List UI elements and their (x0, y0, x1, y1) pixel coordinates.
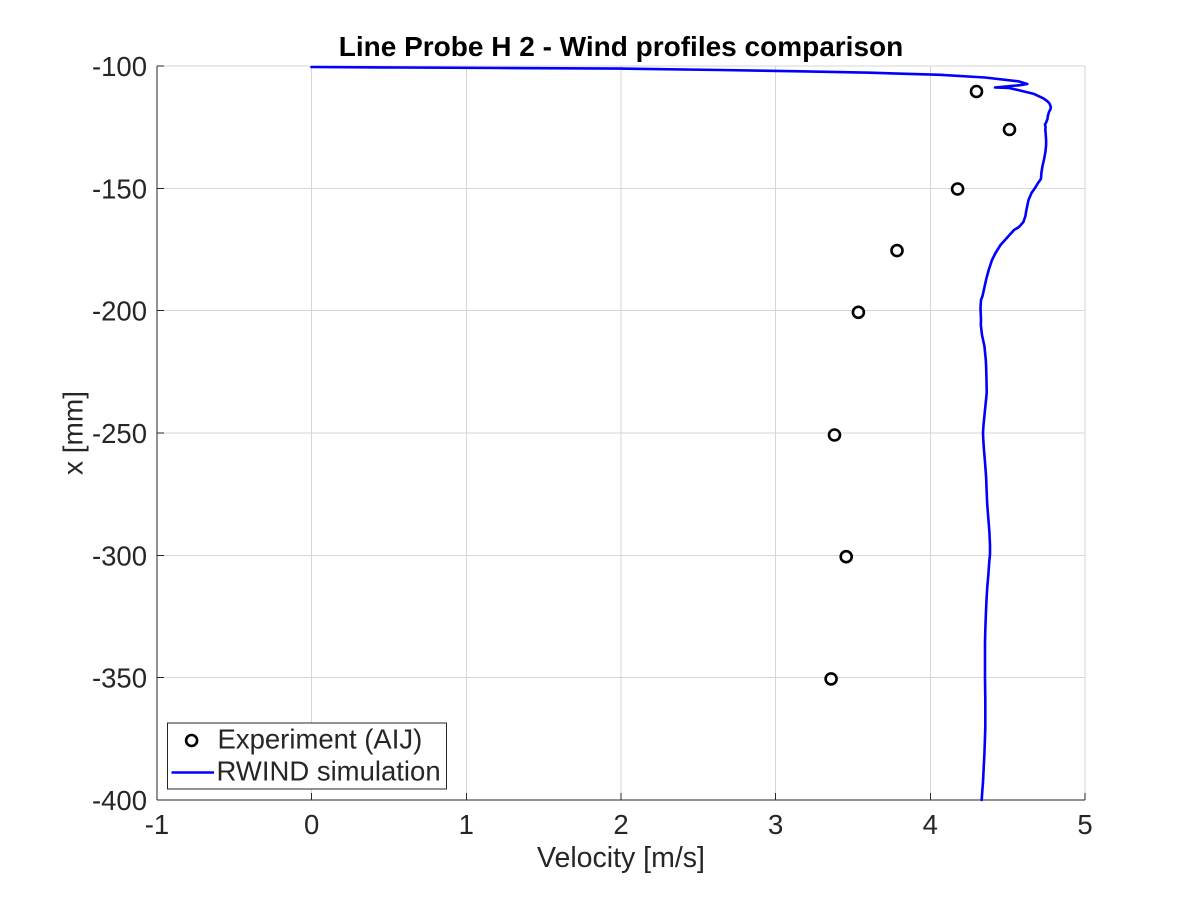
svg-text:5: 5 (1077, 809, 1092, 840)
svg-text:-250: -250 (92, 418, 147, 449)
svg-text:Experiment (AIJ): Experiment (AIJ) (218, 724, 423, 755)
svg-text:RWIND simulation: RWIND simulation (217, 756, 441, 787)
svg-text:3: 3 (768, 809, 783, 840)
svg-text:Line Probe H 2 - Wind profiles: Line Probe H 2 - Wind profiles compariso… (339, 31, 903, 62)
svg-text:-350: -350 (92, 663, 147, 694)
svg-text:-400: -400 (92, 785, 147, 816)
svg-text:-150: -150 (92, 173, 147, 204)
svg-text:-1: -1 (145, 809, 169, 840)
svg-text:4: 4 (923, 809, 938, 840)
svg-text:-300: -300 (92, 540, 147, 571)
svg-text:0: 0 (304, 809, 319, 840)
svg-text:Velocity [m/s]: Velocity [m/s] (537, 842, 705, 874)
svg-text:1: 1 (459, 809, 474, 840)
svg-text:2: 2 (613, 809, 628, 840)
svg-text:-200: -200 (92, 296, 147, 327)
svg-text:-100: -100 (92, 51, 147, 82)
svg-text:x [mm]: x [mm] (58, 391, 89, 475)
